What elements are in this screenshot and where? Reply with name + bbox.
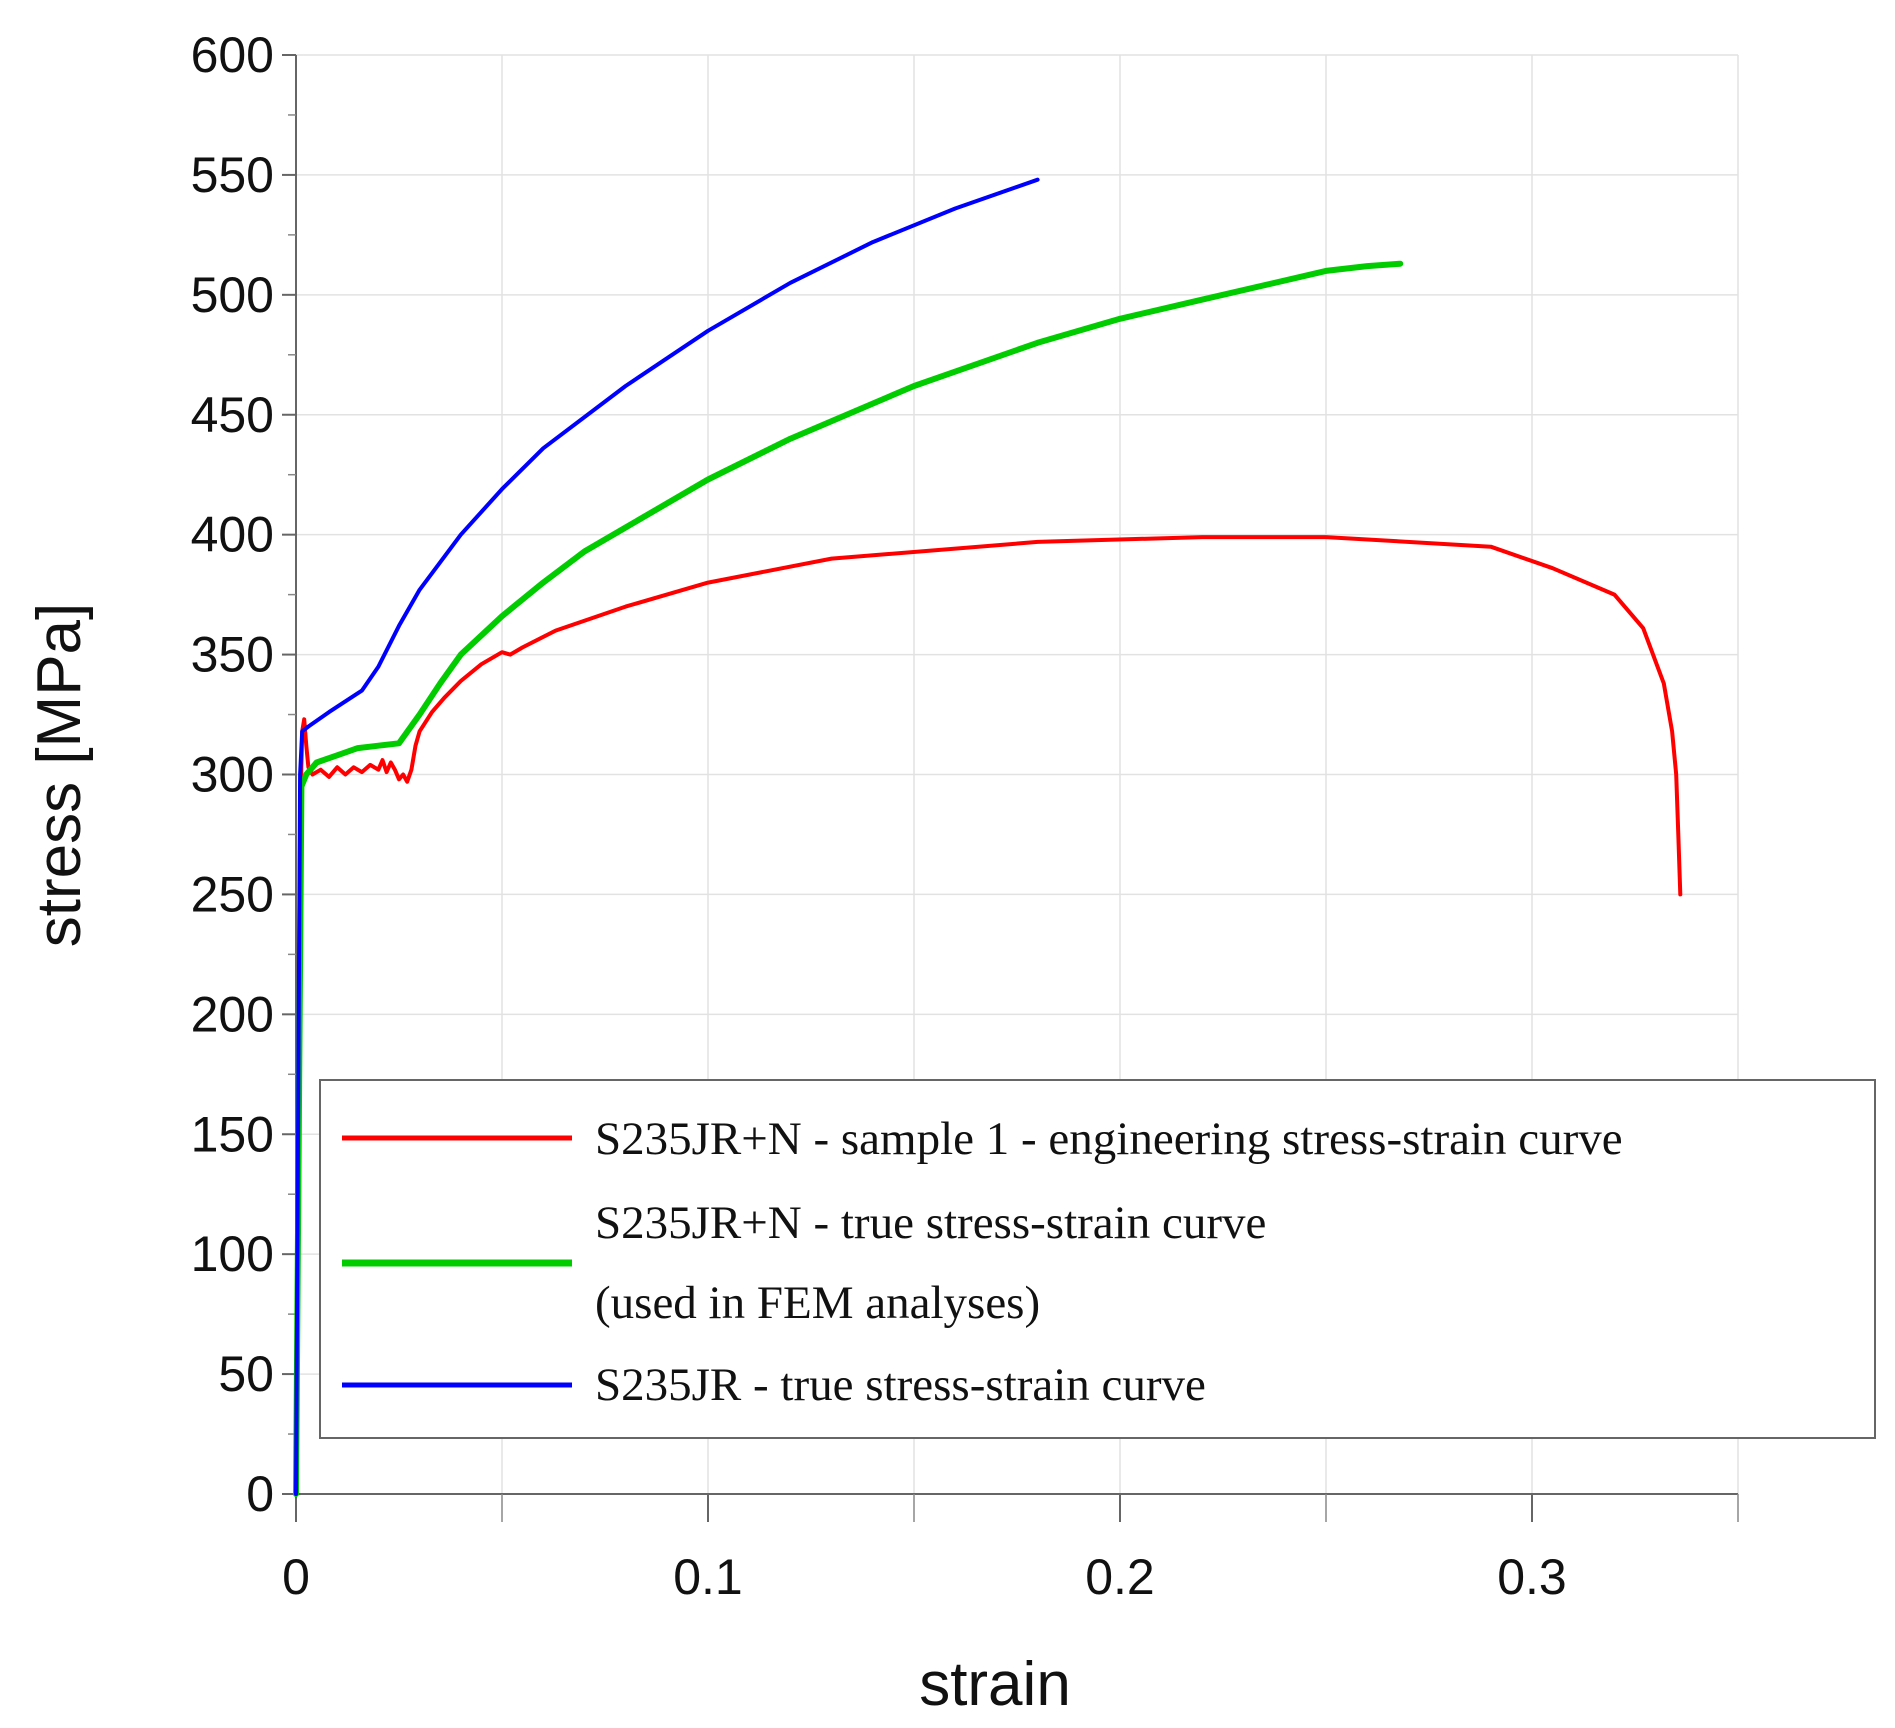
x-tick-label: 0.1 <box>673 1549 743 1605</box>
legend-label-true-fem: S235JR+N - true stress-strain curve <box>595 1197 1266 1249</box>
legend-label-engineering: S235JR+N - sample 1 - engineering stress… <box>595 1113 1623 1165</box>
x-tick-label: 0.2 <box>1085 1549 1155 1605</box>
x-tick-label: 0 <box>282 1549 310 1605</box>
y-tick-label: 550 <box>191 147 274 203</box>
axes: 0 50 100 150 200 250 300 350 400 450 500 550 600 0 0.1… <box>191 27 1739 1605</box>
legend-box <box>319 1079 1876 1439</box>
series-true-fem-green <box>293 260 1404 1497</box>
y-tick-label: 350 <box>191 627 274 683</box>
y-axis-title: stress [MPa] <box>25 603 94 948</box>
series-engineering-red <box>294 535 1683 1496</box>
y-tick-label: 150 <box>191 1106 274 1162</box>
x-axis-title: strain <box>919 1650 1071 1719</box>
series-s235jr-true-blue <box>294 177 1040 1496</box>
y-tick-label: 600 <box>191 27 274 83</box>
y-tick-label: 400 <box>191 507 274 563</box>
series-lines <box>293 177 1683 1497</box>
legend-label-true-fem-note: (used in FEM analyses) <box>595 1277 1040 1329</box>
y-tick-label: 100 <box>191 1226 274 1282</box>
y-tick-label: 300 <box>191 747 274 803</box>
y-tick-label: 250 <box>191 866 274 922</box>
y-tick-label: 50 <box>218 1346 274 1402</box>
y-tick-label: 500 <box>191 267 274 323</box>
y-tick-label: 450 <box>191 387 274 443</box>
y-tick-label: 0 <box>246 1466 274 1522</box>
legend-label-s235jr-true: S235JR - true stress-strain curve <box>595 1359 1206 1411</box>
y-tick-label: 200 <box>191 986 274 1042</box>
legend: S235JR+N - sample 1 - engineering stress… <box>319 1079 1876 1439</box>
x-tick-label: 0.3 <box>1497 1549 1567 1605</box>
